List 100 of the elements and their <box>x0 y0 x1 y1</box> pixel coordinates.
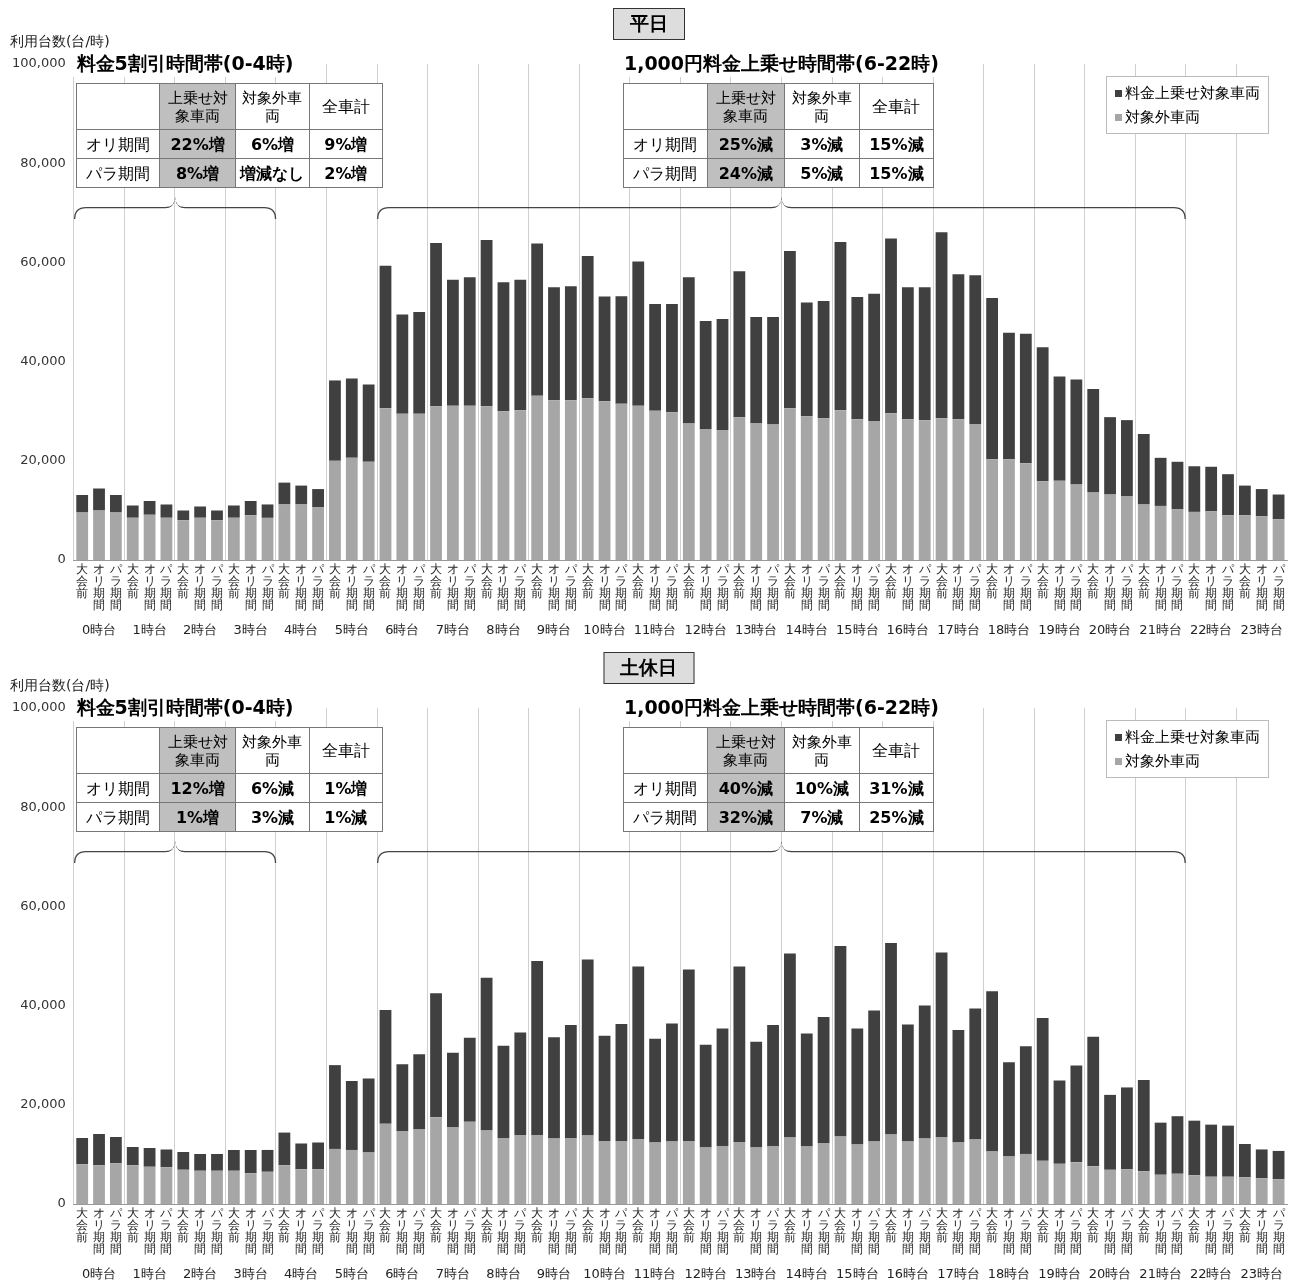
bar <box>1171 461 1184 510</box>
annotation: オリ期間 <box>623 773 708 803</box>
x-tick-label: オリ期間 <box>649 562 662 613</box>
bar <box>800 1146 813 1204</box>
bar <box>194 517 207 560</box>
annotation: 料金5割引時間帯(0-4時) <box>68 51 302 77</box>
x-tick-label: 大会前 <box>1238 562 1251 601</box>
x-tick-label: 大会前 <box>581 1206 594 1245</box>
x-tick-label: パラ期間 <box>412 1206 427 1257</box>
x-tick-label: オリ期間 <box>598 1206 611 1257</box>
bar <box>935 418 948 560</box>
bar <box>76 495 89 513</box>
bar <box>666 1023 678 1142</box>
bar <box>194 1153 207 1171</box>
annotation: 1%増 <box>159 802 236 832</box>
text: 10時台 <box>583 1265 626 1281</box>
bar <box>396 413 409 560</box>
x-tick-label: パラ期間 <box>412 562 427 613</box>
bar <box>986 298 999 460</box>
bar <box>548 1138 560 1204</box>
bar <box>143 514 156 560</box>
bar <box>329 460 341 560</box>
bar <box>1255 1149 1268 1179</box>
x-tick-label: パラ期間 <box>1069 1206 1084 1257</box>
bar <box>682 277 695 424</box>
bar <box>278 482 291 505</box>
bar <box>261 517 274 560</box>
bar <box>362 384 375 462</box>
text: 8時台 <box>486 1265 521 1281</box>
annotation: 全車計 <box>309 727 383 774</box>
y-tick-label: 0 <box>57 551 66 567</box>
bar <box>1255 1178 1268 1204</box>
bar <box>295 1169 308 1204</box>
x-tick-label: 大会前 <box>177 562 190 601</box>
x-tick-label: パラ期間 <box>917 562 932 613</box>
x-tick-label: パラ期間 <box>108 1206 123 1257</box>
annotation: 9%増 <box>309 129 383 159</box>
bar <box>329 1148 341 1204</box>
bar <box>463 277 476 406</box>
bar <box>564 286 577 401</box>
bar <box>901 1141 914 1204</box>
x-tick-label: パラ期間 <box>159 562 174 613</box>
text: 1時台 <box>132 621 167 637</box>
text: 15時台 <box>836 1265 879 1281</box>
bar <box>750 423 763 560</box>
x-tick-label: 大会前 <box>328 562 341 601</box>
bar <box>1053 376 1066 481</box>
x-tick-label: パラ期間 <box>563 562 578 613</box>
bar <box>177 1151 190 1170</box>
bar <box>581 398 594 560</box>
x-tick-label: オリ期間 <box>1154 1206 1167 1257</box>
x-tick-label: オリ期間 <box>851 1206 864 1257</box>
bar <box>109 495 122 513</box>
annotation: 25%減 <box>859 802 934 832</box>
annotation: パラ期間 <box>623 158 708 188</box>
x-tick-label: 大会前 <box>632 1206 645 1245</box>
bar <box>649 1142 661 1204</box>
x-tick-label: 大会前 <box>733 1206 746 1245</box>
bar <box>952 274 965 420</box>
x-tick-label: 大会前 <box>682 562 695 601</box>
bar <box>1019 1153 1032 1204</box>
text: 3時台 <box>233 1265 268 1281</box>
x-tick-label: オリ期間 <box>143 562 156 613</box>
bar <box>784 250 796 409</box>
text: 3時台 <box>233 621 268 637</box>
bar <box>177 520 190 560</box>
annotation: 24%減 <box>707 158 785 188</box>
bar <box>885 238 897 414</box>
bar <box>480 977 493 1131</box>
bar <box>1070 1065 1083 1163</box>
bar <box>1238 1177 1251 1204</box>
annotation: 上乗せ対象車両 <box>159 727 236 774</box>
text: 4時台 <box>284 621 319 637</box>
legend-label: 料金上乗せ対象車両 <box>1125 84 1260 102</box>
x-tick-label: オリ期間 <box>194 562 207 613</box>
x-tick-label: パラ期間 <box>816 1206 831 1257</box>
x-tick-label: パラ期間 <box>1018 562 1033 613</box>
bar <box>329 380 341 461</box>
x-tick-label: 大会前 <box>76 1206 89 1245</box>
x-tick-label: 大会前 <box>379 1206 392 1245</box>
bar <box>767 1145 779 1204</box>
x-tick-label: パラ期間 <box>816 562 831 613</box>
bar <box>1003 1062 1015 1157</box>
text: 22時台 <box>1189 1265 1233 1281</box>
x-tick-label: パラ期間 <box>1069 562 1084 613</box>
bar <box>497 1045 510 1139</box>
bar <box>1121 496 1133 560</box>
bar <box>851 1028 864 1145</box>
bar <box>76 1138 89 1165</box>
x-tick-label: パラ期間 <box>766 1206 781 1257</box>
bar <box>1053 480 1066 560</box>
x-tick-label: パラ期間 <box>513 1206 528 1257</box>
x-tick-label: 大会前 <box>227 562 240 601</box>
text: 13時台 <box>734 621 778 637</box>
x-tick-label: パラ期間 <box>1221 562 1236 613</box>
x-tick-label: パラ期間 <box>462 1206 477 1257</box>
bar <box>76 512 89 560</box>
bar <box>1104 1094 1116 1170</box>
bar <box>918 1005 931 1139</box>
text: 0時台 <box>81 621 117 637</box>
